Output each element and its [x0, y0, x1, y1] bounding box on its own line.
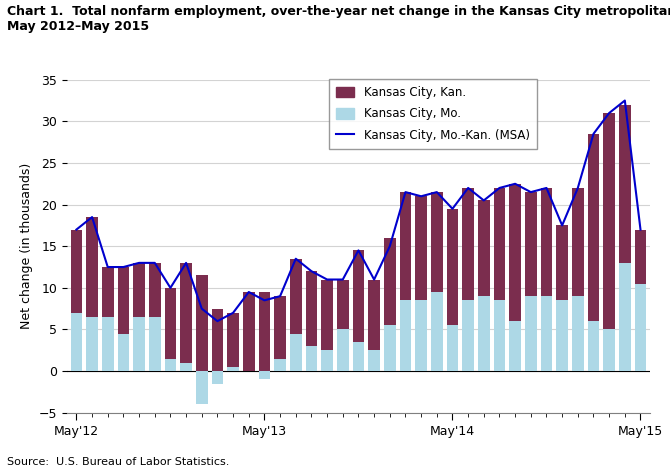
Bar — [556, 300, 568, 371]
Bar — [572, 296, 584, 371]
Bar — [149, 317, 161, 371]
Bar — [180, 363, 192, 371]
Bar — [462, 300, 474, 371]
Bar — [447, 209, 458, 325]
Bar — [541, 296, 552, 371]
Bar — [196, 275, 208, 371]
Y-axis label: Net change (in thousands): Net change (in thousands) — [20, 163, 34, 329]
Bar — [196, 371, 208, 404]
Bar — [634, 284, 647, 371]
Bar — [634, 230, 647, 284]
Bar — [165, 288, 176, 359]
Bar — [165, 359, 176, 371]
Bar — [321, 350, 333, 371]
Bar — [619, 263, 630, 371]
Bar — [227, 367, 239, 371]
Legend: Kansas City, Kan., Kansas City, Mo., Kansas City, Mo.-Kan. (MSA): Kansas City, Kan., Kansas City, Mo., Kan… — [330, 79, 537, 149]
Bar — [525, 296, 537, 371]
Text: Chart 1.  Total nonfarm employment, over-the-year net change in the Kansas City : Chart 1. Total nonfarm employment, over-… — [7, 5, 670, 33]
Bar — [227, 313, 239, 367]
Bar — [274, 359, 286, 371]
Bar — [321, 280, 333, 350]
Bar — [117, 333, 129, 371]
Bar — [541, 188, 552, 296]
Bar — [306, 271, 318, 346]
Bar — [478, 200, 490, 296]
Bar — [337, 330, 348, 371]
Bar — [180, 263, 192, 363]
Bar — [86, 317, 98, 371]
Bar — [70, 230, 82, 313]
Bar — [306, 346, 318, 371]
Bar — [509, 184, 521, 321]
Bar — [588, 321, 600, 371]
Bar — [494, 188, 505, 300]
Bar — [415, 300, 427, 371]
Bar — [290, 259, 302, 333]
Bar — [259, 371, 270, 379]
Text: Source:  U.S. Bureau of Labor Statistics.: Source: U.S. Bureau of Labor Statistics. — [7, 457, 229, 467]
Bar — [212, 371, 223, 384]
Bar — [70, 313, 82, 371]
Bar — [352, 342, 364, 371]
Bar — [117, 267, 129, 333]
Bar — [86, 217, 98, 317]
Bar — [447, 325, 458, 371]
Bar — [525, 192, 537, 296]
Bar — [619, 105, 630, 263]
Bar — [102, 267, 114, 317]
Bar — [478, 296, 490, 371]
Bar — [149, 263, 161, 317]
Bar — [572, 188, 584, 296]
Bar — [259, 292, 270, 371]
Bar — [399, 300, 411, 371]
Bar — [102, 317, 114, 371]
Bar — [369, 280, 380, 350]
Bar — [509, 321, 521, 371]
Bar — [369, 350, 380, 371]
Bar — [133, 263, 145, 317]
Bar — [384, 238, 396, 325]
Bar — [243, 292, 255, 371]
Bar — [556, 226, 568, 300]
Bar — [603, 330, 615, 371]
Bar — [462, 188, 474, 300]
Bar — [399, 192, 411, 300]
Bar — [494, 300, 505, 371]
Bar — [212, 309, 223, 371]
Bar — [337, 280, 348, 330]
Bar — [274, 296, 286, 359]
Bar — [415, 197, 427, 300]
Bar — [588, 134, 600, 321]
Bar — [603, 113, 615, 330]
Bar — [352, 250, 364, 342]
Bar — [133, 317, 145, 371]
Bar — [431, 292, 443, 371]
Bar — [431, 192, 443, 292]
Bar — [384, 325, 396, 371]
Bar — [290, 333, 302, 371]
